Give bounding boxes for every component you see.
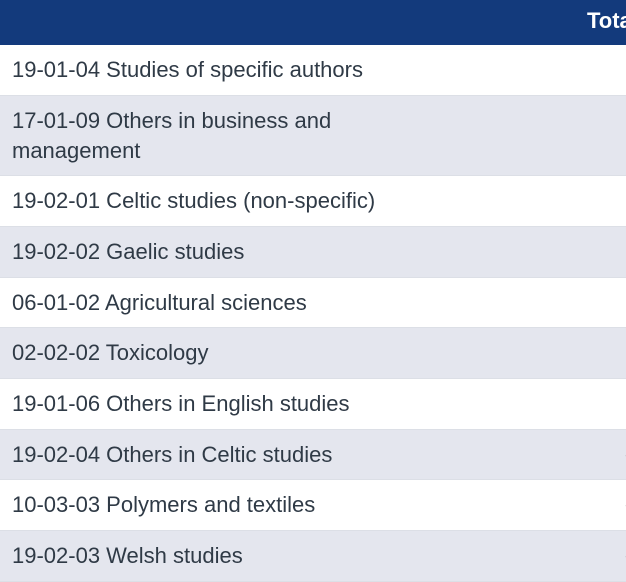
column-header-subject[interactable] xyxy=(0,0,454,45)
row-value: 285 xyxy=(454,379,626,430)
row-value: 350 xyxy=(454,531,626,582)
table-row[interactable]: 19-01-06 Others in English studies 285 xyxy=(0,379,626,430)
row-value: 215 xyxy=(454,176,626,227)
table-row[interactable]: 10-03-03 Polymers and textiles 335 xyxy=(0,480,626,531)
row-label: 19-02-02 Gaelic studies xyxy=(0,226,454,277)
table-row[interactable]: 19-01-04 Studies of specific authors 160 xyxy=(0,45,626,95)
row-label: 19-02-04 Others in Celtic studies xyxy=(0,429,454,480)
table-row[interactable]: 19-02-02 Gaelic studies 225 xyxy=(0,226,626,277)
table-row[interactable]: 02-02-02 Toxicology 280 xyxy=(0,328,626,379)
row-value: 160 xyxy=(454,45,626,95)
column-header-total-label: Total xyxy=(587,8,626,33)
row-label: 19-01-04 Studies of specific authors xyxy=(0,45,454,95)
table-row[interactable]: 19-02-04 Others in Celtic studies 300 xyxy=(0,429,626,480)
row-label: 02-02-02 Toxicology xyxy=(0,328,454,379)
row-value: 275 xyxy=(454,277,626,328)
row-value: 170 xyxy=(454,95,626,175)
subject-totals-table: Total 19-01-04 Studies of specific autho… xyxy=(0,0,626,582)
row-label: 19-02-01 Celtic studies (non-specific) xyxy=(0,176,454,227)
column-header-total[interactable]: Total xyxy=(454,0,626,45)
row-label: 19-01-06 Others in English studies xyxy=(0,379,454,430)
row-label: 19-02-03 Welsh studies xyxy=(0,531,454,582)
row-value: 300 xyxy=(454,429,626,480)
table-row[interactable]: 06-01-02 Agricultural sciences 275 xyxy=(0,277,626,328)
row-label: 10-03-03 Polymers and textiles xyxy=(0,480,454,531)
table-body: 19-01-04 Studies of specific authors 160… xyxy=(0,45,626,581)
table-row[interactable]: 19-02-01 Celtic studies (non-specific) 2… xyxy=(0,176,626,227)
table-row[interactable]: 19-02-03 Welsh studies 350 xyxy=(0,531,626,582)
row-label: 06-01-02 Agricultural sciences xyxy=(0,277,454,328)
table-header-row: Total xyxy=(0,0,626,45)
row-value: 225 xyxy=(454,226,626,277)
row-value: 280 xyxy=(454,328,626,379)
row-value: 335 xyxy=(454,480,626,531)
table-row[interactable]: 17-01-09 Others in business and manageme… xyxy=(0,95,626,175)
row-label: 17-01-09 Others in business and manageme… xyxy=(0,95,454,175)
